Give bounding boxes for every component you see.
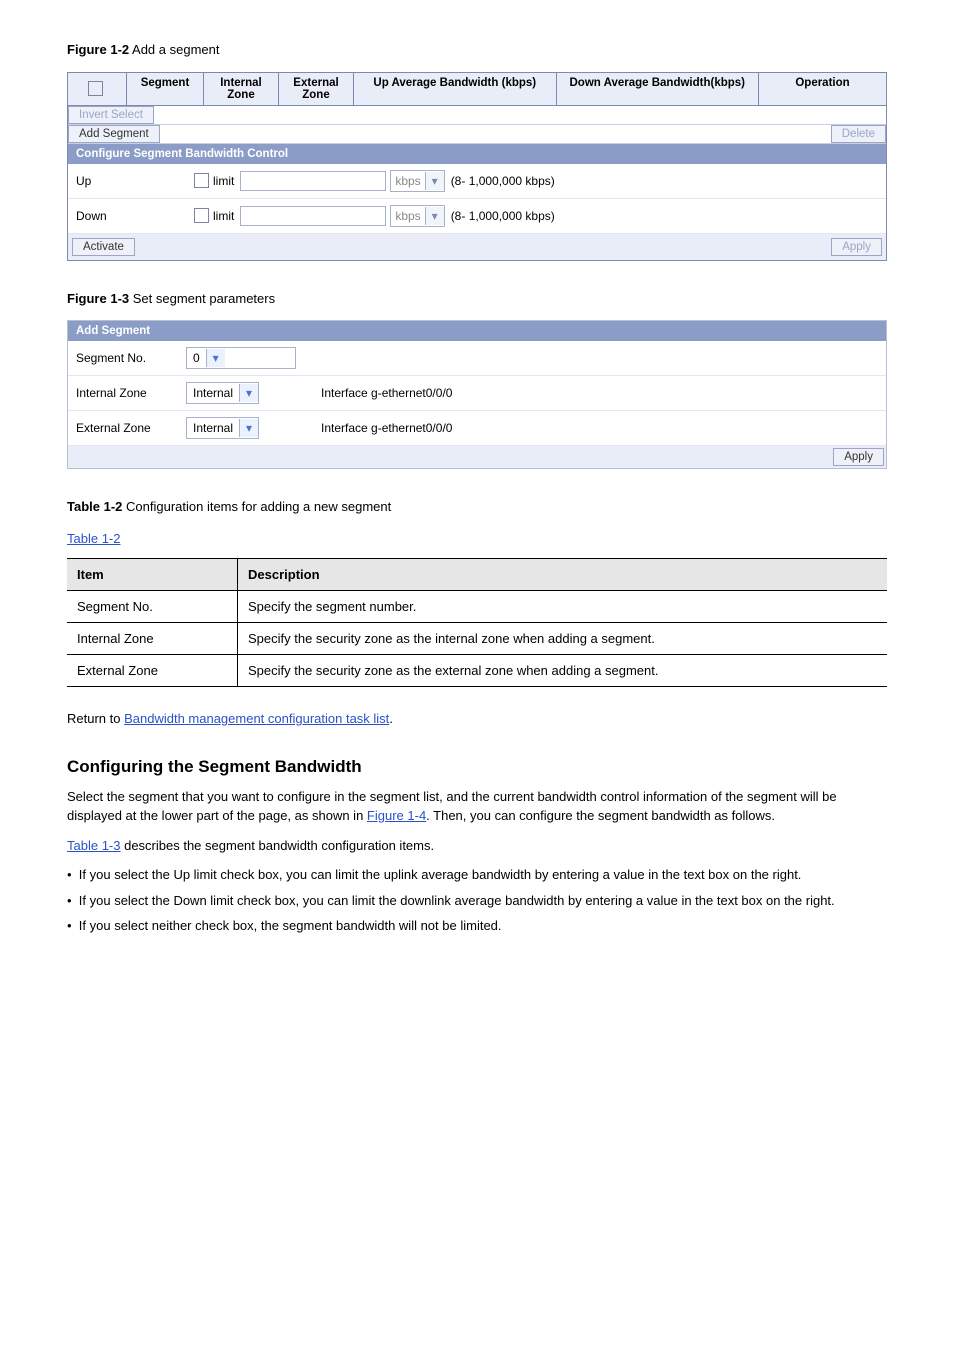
td-item: Internal Zone bbox=[67, 623, 238, 655]
table-header: Segment Internal Zone External Zone Up A… bbox=[68, 73, 886, 106]
chevron-down-icon: ▾ bbox=[425, 172, 444, 190]
up-limit-label: limit bbox=[213, 174, 234, 188]
chevron-down-icon: ▾ bbox=[425, 207, 444, 225]
table12-link: Table 1-2 bbox=[67, 529, 887, 549]
bullet: If you select neither check box, the seg… bbox=[67, 916, 887, 936]
delete-button[interactable]: Delete bbox=[831, 125, 886, 143]
th-desc: Description bbox=[238, 559, 888, 591]
extzone-select[interactable]: Internal▾ bbox=[186, 417, 259, 439]
up-unit-select[interactable]: kbps▾ bbox=[390, 170, 444, 192]
activate-button[interactable]: Activate bbox=[72, 238, 135, 256]
footer-bar: Activate Apply bbox=[68, 234, 886, 260]
row-segno: Segment No. 0▾ bbox=[68, 341, 886, 376]
down-unit-select[interactable]: kbps▾ bbox=[390, 205, 444, 227]
apply2-button[interactable]: Apply bbox=[833, 448, 884, 466]
up-limit-input[interactable] bbox=[240, 171, 386, 191]
chevron-down-icon: ▾ bbox=[239, 419, 258, 437]
intzone-select[interactable]: Internal▾ bbox=[186, 382, 259, 404]
para2: Select the segment that you want to conf… bbox=[67, 787, 887, 826]
config-title: Configure Segment Bandwidth Control bbox=[68, 144, 886, 164]
hdr-down-bw: Down Average Bandwidth(kbps) bbox=[557, 73, 760, 105]
return-para: Return to Bandwidth management configura… bbox=[67, 709, 887, 729]
down-limit-input[interactable] bbox=[240, 206, 386, 226]
up-limit-checkbox[interactable] bbox=[194, 173, 209, 188]
table-row: Segment No.Specify the segment number. bbox=[67, 591, 887, 623]
screenshot-add-segment: Add Segment Segment No. 0▾ Internal Zone… bbox=[67, 320, 887, 469]
hdr-internal-zone: Internal Zone bbox=[204, 73, 279, 105]
row-up: Up limit kbps▾ (8- 1,000,000 kbps) bbox=[68, 164, 886, 199]
hdr-up-bw: Up Average Bandwidth (kbps) bbox=[354, 73, 557, 105]
up-range: (8- 1,000,000 kbps) bbox=[451, 174, 555, 188]
table13-link[interactable]: Table 1-3 bbox=[67, 838, 120, 853]
hdr-operation: Operation bbox=[759, 73, 886, 105]
bullet: If you select the Down limit check box, … bbox=[67, 891, 887, 911]
footer2: Apply bbox=[68, 446, 886, 468]
td-item: Segment No. bbox=[67, 591, 238, 623]
segno-label: Segment No. bbox=[76, 351, 186, 365]
td-desc: Specify the segment number. bbox=[238, 591, 888, 623]
return-link[interactable]: Bandwidth management configuration task … bbox=[124, 711, 389, 726]
intzone-label: Internal Zone bbox=[76, 386, 186, 400]
row-down: Down limit kbps▾ (8- 1,000,000 kbps) bbox=[68, 199, 886, 234]
select-all-checkbox[interactable] bbox=[88, 81, 103, 96]
apply-button[interactable]: Apply bbox=[831, 238, 882, 256]
hdr-external-zone: External Zone bbox=[279, 73, 354, 105]
add-segment-button[interactable]: Add Segment bbox=[68, 125, 160, 143]
toolbar-addseg: Add Segment Delete bbox=[68, 125, 886, 144]
section-heading: Configuring the Segment Bandwidth bbox=[67, 757, 887, 777]
figure14-link[interactable]: Figure 1-4 bbox=[367, 808, 426, 823]
down-limit-label: limit bbox=[213, 209, 234, 223]
table-row: External ZoneSpecify the security zone a… bbox=[67, 655, 887, 687]
segno-select[interactable]: 0▾ bbox=[186, 347, 296, 369]
table13-ref: Table 1-3 describes the segment bandwidt… bbox=[67, 836, 887, 856]
intzone-interface: Interface g-ethernet0/0/0 bbox=[321, 386, 452, 400]
table12-caption: Table 1-2 Configuration items for adding… bbox=[67, 497, 887, 517]
down-limit-checkbox[interactable] bbox=[194, 208, 209, 223]
td-desc: Specify the security zone as the interna… bbox=[238, 623, 888, 655]
th-item: Item bbox=[67, 559, 238, 591]
add-segment-title: Add Segment bbox=[68, 321, 886, 341]
table12-anchor[interactable]: Table 1-2 bbox=[67, 531, 120, 546]
toolbar-invert: Invert Select bbox=[68, 106, 886, 125]
chevron-down-icon: ▾ bbox=[239, 384, 258, 402]
td-item: External Zone bbox=[67, 655, 238, 687]
up-label: Up bbox=[76, 174, 194, 188]
td-desc: Specify the security zone as the externa… bbox=[238, 655, 888, 687]
bullet: If you select the Up limit check box, yo… bbox=[67, 865, 887, 885]
row-intzone: Internal Zone Internal▾ Interface g-ethe… bbox=[68, 376, 886, 411]
table-row: Internal ZoneSpecify the security zone a… bbox=[67, 623, 887, 655]
extzone-interface: Interface g-ethernet0/0/0 bbox=[321, 421, 452, 435]
hdr-segment: Segment bbox=[127, 73, 204, 105]
invert-select-button[interactable]: Invert Select bbox=[68, 106, 154, 124]
table-row: ItemDescription bbox=[67, 559, 887, 591]
down-range: (8- 1,000,000 kbps) bbox=[451, 209, 555, 223]
screenshot-segment-table: Segment Internal Zone External Zone Up A… bbox=[67, 72, 887, 261]
down-label: Down bbox=[76, 209, 194, 223]
row-extzone: External Zone Internal▾ Interface g-ethe… bbox=[68, 411, 886, 446]
desc-table: ItemDescription Segment No.Specify the s… bbox=[67, 558, 887, 687]
figure1-caption: Figure 1-2 Add a segment bbox=[67, 40, 887, 60]
extzone-label: External Zone bbox=[76, 421, 186, 435]
figure2-caption: Figure 1-3 Set segment parameters bbox=[67, 289, 887, 309]
chevron-down-icon: ▾ bbox=[206, 349, 225, 367]
